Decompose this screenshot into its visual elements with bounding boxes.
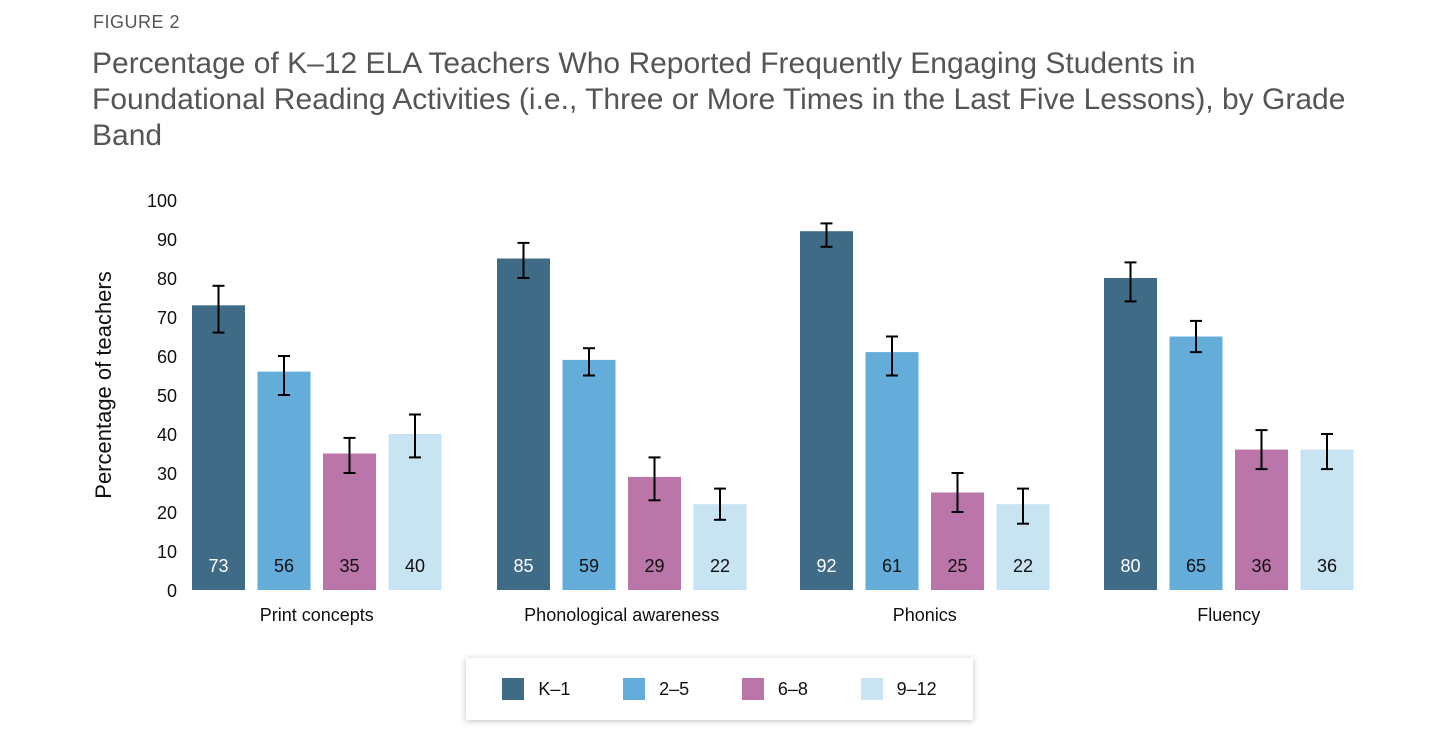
bar-value-label: 36 [1251,556,1271,576]
y-tick-label: 30 [157,464,177,484]
legend-swatch [623,678,646,700]
bar [257,371,311,590]
bar [1104,278,1157,590]
figure-label: FIGURE 2 [93,12,181,32]
bar-value-label: 80 [1120,556,1140,576]
bar-value-label: 56 [274,556,294,576]
bar-value-label: 29 [644,556,664,576]
y-tick-label: 50 [157,386,177,406]
legend-label: K–1 [538,678,571,699]
legend-item: K–1 [502,678,570,700]
bar [192,305,245,590]
legend-label: 6–8 [777,678,808,699]
legend-swatch [860,678,883,700]
y-tick-label: 0 [167,581,177,601]
chart-title: Percentage of K–12 ELA Teachers Who Repo… [92,47,1346,152]
bar-value-label: 40 [405,556,425,576]
bar [865,352,919,590]
y-tick-label: 70 [157,308,177,328]
bar-value-label: 36 [1317,556,1337,576]
x-category-label: Print concepts [260,605,374,625]
legend-label: 2–5 [659,678,690,699]
bar-value-label: 22 [1013,556,1033,576]
legend: K–1 2–5 6–8 9–12 [466,658,973,720]
x-category-label: Phonological awareness [524,605,719,625]
y-tick-label: 40 [157,425,177,445]
bar [1300,449,1354,590]
bar [497,258,550,590]
x-category-label: Phonics [893,605,957,625]
legend-item: 9–12 [860,678,937,700]
bar-value-label: 65 [1186,556,1206,576]
bar-value-label: 35 [339,556,359,576]
bar-value-label: 73 [208,556,228,576]
bar-value-label: 85 [513,556,533,576]
y-axis-label: Percentage of teachers [91,271,116,498]
bar [1169,336,1223,590]
y-tick-label: 10 [157,542,177,562]
y-tick-label: 80 [157,269,177,289]
y-tick-label: 90 [157,230,177,250]
bar [1235,449,1288,590]
legend-label: 9–12 [896,678,937,699]
bar-value-label: 22 [710,556,730,576]
legend-swatch [741,678,764,700]
y-tick-label: 100 [147,191,177,211]
y-tick-label: 20 [157,503,177,523]
bar [388,434,442,590]
bar-value-label: 61 [882,556,902,576]
x-category-label: Fluency [1197,605,1260,625]
legend-item: 6–8 [741,678,808,700]
bar [562,359,616,590]
legend-item: 2–5 [623,678,689,700]
bar [323,453,376,590]
legend-swatch [502,678,525,700]
bar-value-label: 92 [816,556,836,576]
bar [800,231,853,590]
bar-value-label: 59 [579,556,599,576]
y-tick-label: 60 [157,347,177,367]
bar-value-label: 25 [947,556,967,576]
